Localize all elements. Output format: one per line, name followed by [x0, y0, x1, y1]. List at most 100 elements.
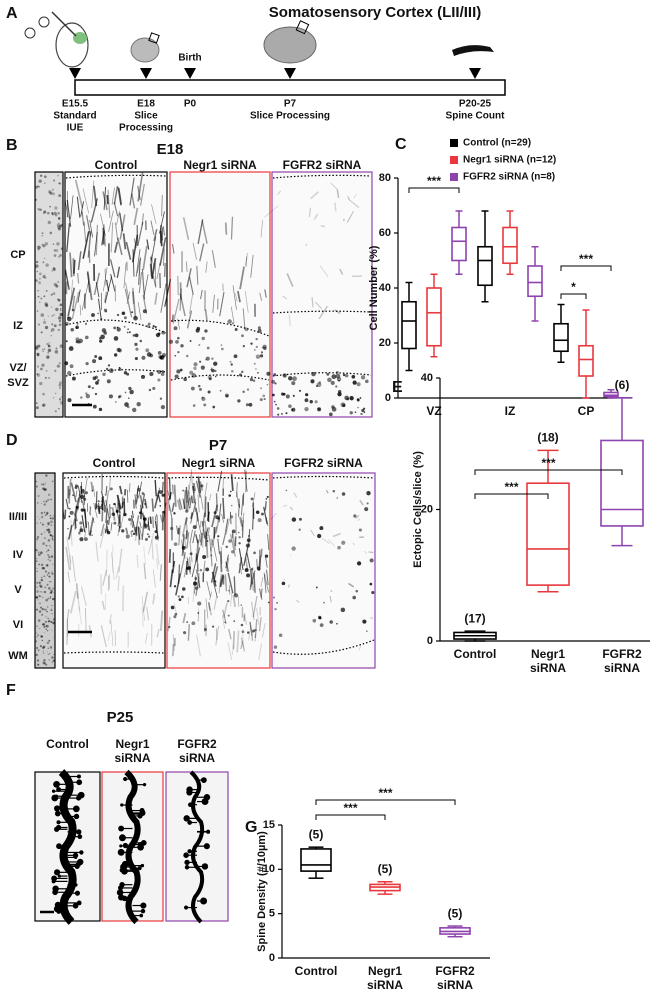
micrograph-texture: [339, 268, 344, 275]
micrograph-texture: [47, 653, 50, 656]
x-tick-label: siRNA: [530, 661, 566, 675]
micrograph-texture: [219, 574, 223, 585]
micrograph-texture: [185, 497, 191, 511]
micrograph-texture: [58, 383, 62, 387]
micrograph-texture: [40, 511, 44, 515]
micrograph-texture: [43, 662, 46, 665]
micrograph-texture: [210, 554, 213, 557]
micrograph-texture: [58, 182, 62, 185]
micrograph-texture: [205, 567, 210, 572]
micrograph-texture: [37, 494, 40, 498]
micrograph-texture: [211, 357, 214, 360]
micrograph-texture: [54, 206, 58, 210]
layer-boundary: [63, 651, 165, 654]
micrograph-texture: [213, 361, 218, 366]
layer-label: VZ/: [9, 362, 26, 374]
micrograph-texture: [237, 531, 240, 534]
micrograph-texture: [43, 210, 47, 214]
micrograph-texture: [230, 306, 235, 324]
micrograph-texture: [123, 371, 128, 375]
micrograph-texture: [205, 261, 208, 273]
micrograph-texture: [87, 385, 91, 389]
micrograph-texture: [36, 270, 39, 273]
micrograph-texture: [141, 596, 145, 621]
micrograph-texture: [154, 513, 157, 521]
micrograph-texture: [59, 401, 64, 405]
micrograph-texture: [105, 486, 108, 494]
micrograph-texture: [91, 180, 95, 209]
micrograph-texture: [222, 609, 227, 625]
roi-box: [295, 20, 310, 35]
micrograph-texture: [113, 241, 119, 253]
micrograph-texture: [132, 532, 136, 536]
box: [526, 482, 570, 586]
micrograph-texture: [84, 491, 88, 495]
micrograph-texture: [121, 495, 124, 502]
micrograph-texture: [40, 551, 43, 555]
box: [300, 848, 332, 872]
micrograph-texture: [224, 621, 226, 624]
micrograph-texture: [59, 398, 62, 401]
micrograph-texture: [50, 620, 53, 624]
micrograph-texture: [42, 261, 45, 264]
micrograph-texture: [42, 212, 45, 214]
micrograph-texture: [64, 269, 70, 290]
micrograph-texture: [71, 291, 80, 320]
micrograph-texture: [50, 498, 52, 501]
n-label: (18): [537, 430, 558, 444]
micrograph-texture: [371, 591, 375, 595]
micrograph-texture: [100, 625, 107, 648]
micrograph-texture: [217, 538, 221, 555]
micrograph-texture: [207, 390, 211, 394]
micrograph-texture: [200, 532, 203, 546]
significance-bracket: [474, 469, 623, 475]
micrograph-texture: [185, 509, 189, 513]
micrograph-texture: [168, 625, 171, 629]
micrograph-texture: [45, 628, 47, 630]
micrograph-texture: [41, 523, 45, 526]
micrograph-texture: [355, 589, 359, 593]
micrograph-texture: [41, 591, 43, 593]
micrograph-texture: [36, 568, 38, 570]
micrograph-texture: [114, 222, 119, 242]
micrograph-texture: [268, 601, 270, 604]
micrograph-texture: [241, 516, 243, 524]
micrograph-texture: [357, 406, 359, 409]
layer-label: V: [14, 584, 22, 596]
micrograph-texture: [133, 315, 138, 321]
micrograph-texture: [59, 397, 61, 400]
micrograph-texture: [249, 567, 254, 587]
micrograph-texture: [40, 596, 42, 597]
micrograph-texture: [121, 311, 125, 315]
micrograph-texture: [149, 353, 154, 358]
micrograph-texture: [41, 646, 45, 649]
micrograph-texture: [272, 596, 276, 599]
micrograph-texture: [103, 267, 108, 292]
micrograph-texture: [352, 595, 357, 600]
micrograph-texture: [40, 533, 43, 536]
micrograph-texture: [54, 410, 57, 413]
micrograph-texture: [70, 195, 74, 220]
micrograph-texture: [47, 211, 50, 215]
panel-label: G: [245, 819, 257, 836]
micrograph-texture: [185, 566, 189, 570]
micrograph-texture: [151, 204, 157, 224]
micrograph-texture: [141, 607, 144, 628]
micrograph-texture: [41, 607, 44, 611]
micrograph-texture: [257, 371, 259, 374]
micrograph-texture: [193, 362, 198, 367]
y-axis-label: Spine Density (#/10µm): [256, 831, 268, 952]
micrograph-texture: [250, 567, 253, 571]
micrograph-texture: [228, 628, 232, 640]
micrograph-texture: [246, 573, 251, 578]
micrograph-texture: [149, 371, 154, 377]
micrograph-texture: [37, 248, 40, 251]
micrograph-texture: [346, 195, 351, 200]
micrograph-texture: [181, 535, 185, 557]
micrograph-texture: [195, 480, 201, 498]
micrograph-texture: [196, 265, 199, 285]
micrograph-texture: [341, 492, 346, 496]
micrograph-texture: [238, 563, 243, 575]
micrograph-texture: [42, 483, 45, 486]
micrograph-texture: [337, 392, 342, 397]
